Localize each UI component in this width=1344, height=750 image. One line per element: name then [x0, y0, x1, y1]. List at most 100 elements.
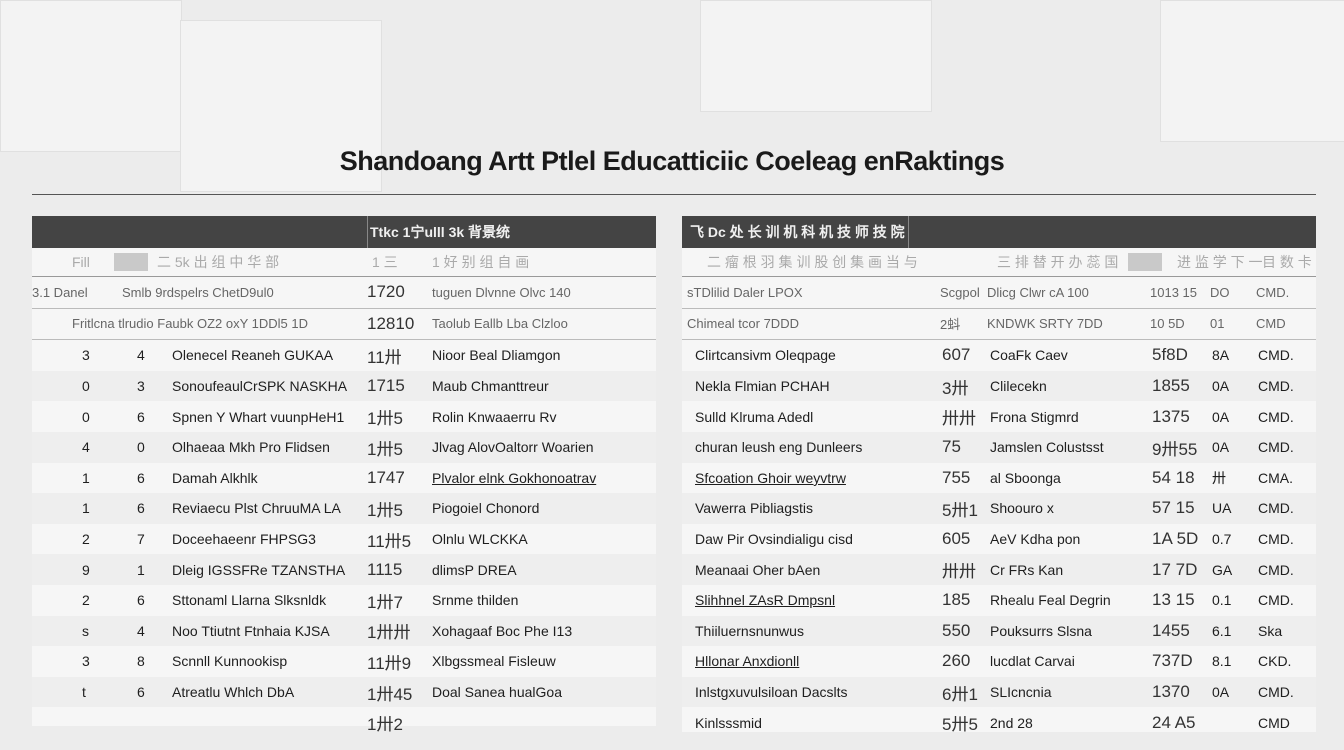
score-cell: 17 7D	[1152, 559, 1198, 579]
code-cell: 75	[942, 437, 961, 457]
number-cell: 6	[137, 684, 145, 701]
rank-cell: 3	[82, 347, 90, 364]
code-cell: 2蚪	[940, 317, 961, 333]
subheader-label: 进 监 学 下 一	[1177, 254, 1263, 270]
school-name: Olenecel Reaneh GUKAA	[172, 347, 334, 364]
school-name: Inlstgxuvulsiloan Dacslts	[695, 684, 848, 701]
major-name: Srnme thilden	[432, 592, 519, 609]
table-row[interactable]: Kinlsssmid 5卅5 2nd 28 24 A5 CMD	[682, 707, 1316, 738]
table-row[interactable]: 4 0 Olhaeaa Mkh Pro Flidsen 1卅5 Jlvag AlovOa…	[32, 431, 656, 463]
table-row[interactable]: 1 6 Damah Alkhlk 1747 Plvalor elnk Gokhonoat…	[32, 463, 656, 494]
table-row[interactable]: Inlstgxuvulsiloan Dacslts 6卅1 SLIcncnia 137…	[682, 676, 1316, 708]
table-row[interactable]: s 4 Noo Ttiutnt Ftnhaia KJSA 1卅卅 Xohagaaf Bo…	[32, 615, 656, 647]
major-name: SLIcncnia	[990, 684, 1052, 701]
school-name: Chimeal tcor 7DDD	[687, 316, 799, 332]
subheader-label: 二 瘤 根 羽 集 训 股 创 集 画 当 与	[707, 254, 918, 270]
major-name: dlimsP DREA	[432, 561, 517, 578]
table-row[interactable]: 3 4 Olenecel Reaneh GUKAA 11卅 Nioor Beal Dli…	[32, 340, 656, 371]
table-row[interactable]: 0 6 Spnen Y Whart vuunpHeH1 1卅5 Rolin Knwaae…	[32, 401, 656, 432]
table-row[interactable]: Sulld Klruma Adedl 卅卅 Frona Stigmrd 1375 0A C…	[682, 401, 1316, 432]
table-row[interactable]: 0 3 SonoufeaulCrSPK NASKHA 1715 Maub Chmantt…	[32, 370, 656, 402]
left-ranking-table: Ttkc 1宁ulll 3k 背景统 Fill 二 5k 出 组 中 华 部 1…	[32, 216, 656, 734]
table-row[interactable]: 2 7 Doceehaeenr FHPSG3 11卅5 Olnlu WLCKKA	[32, 524, 656, 555]
header-label: Ttkc 1宁ulll 3k 背景统	[370, 224, 511, 240]
major-name: Pouksurrs Slsna	[990, 622, 1092, 639]
grade-cell: GA	[1212, 561, 1233, 578]
code-cell: Scgpol	[940, 284, 980, 300]
school-name: Reviaecu Plst ChruuMA LA	[172, 500, 341, 517]
table-row[interactable]: Thiiluernsnunwus 550 Pouksurrs Slsna 1455 6.…	[682, 615, 1316, 647]
table-subheader: 二 瘤 根 羽 集 训 股 创 集 画 当 与 三 排 替 开 办 蕊 国 进 …	[682, 248, 1316, 277]
table-row[interactable]: Clirtcansivm Oleqpage 607 CoaFk Caev 5f8D 8A…	[682, 340, 1316, 371]
score-cell: 1370	[1152, 682, 1190, 702]
score-cell: 5f8D	[1152, 345, 1188, 365]
grade-cell: 6.1	[1212, 622, 1232, 639]
major-name: AeV Kdha pon	[990, 531, 1081, 548]
code-cell: 卅卅	[942, 409, 976, 429]
score-cell: 1013 15	[1150, 284, 1197, 300]
table-row[interactable]: Vawerra Pibliagstis 5卅1 Shoouro x 57 15 UA CM…	[682, 493, 1316, 524]
score-cell: 11卅	[367, 347, 402, 367]
table-row[interactable]: Nekla Flmian PCHAH 3卅 Clilecekn 1855 0A CMD.	[682, 370, 1316, 402]
grade-cell: 卅	[1212, 469, 1226, 486]
number-cell: 6	[137, 469, 145, 486]
table-row[interactable]: 1卅2	[32, 707, 656, 738]
tag-cell: CMD.	[1258, 408, 1294, 425]
score-cell: 13 15	[1152, 590, 1195, 610]
school-name: sTDlilid Daler LPOX	[687, 284, 803, 300]
rank-cell: s	[82, 622, 89, 639]
score-cell: 1卅45	[367, 684, 413, 704]
table-row[interactable]: 2 6 Sttonaml Llarna Slksnldk 1卅7 Srnme thild…	[32, 585, 656, 616]
major-name: Xohagaaf Boc Phe I13	[432, 622, 573, 639]
rank-cell: 2	[82, 592, 90, 609]
table-row[interactable]: 9 1 Dleig IGSSFRe TZANSTHA 1115 dlimsP DREA	[32, 554, 656, 585]
tag-cell: CKD.	[1258, 653, 1292, 670]
table-row[interactable]: Fritlcna tlrudio Faubk OZ2 oxY 1DDl5 1D 1…	[32, 309, 656, 341]
subheader-label: 三 排 替 开 办 蕊 国	[997, 254, 1119, 270]
table-row[interactable]: t 6 Atreatlu Whlch DbA 1卅45 Doal Sanea hualG…	[32, 676, 656, 708]
school-name: Slihhnel ZAsR Dmpsnl	[695, 592, 836, 609]
code-cell: 607	[942, 345, 971, 365]
school-name: Dleig IGSSFRe TZANSTHA	[172, 561, 346, 578]
school-name: Kinlsssmid	[695, 714, 762, 731]
score-cell: 1卅卅	[367, 623, 411, 643]
table-header: Ttkc 1宁ulll 3k 背景统	[32, 216, 656, 248]
score-cell: 1A 5D	[1152, 529, 1199, 549]
page-title: Shandoang Artt Ptlel Educatticiic Coelea…	[339, 146, 1005, 176]
table-row[interactable]: Sfcoation Ghoir weyvtrw 755 al Sboonga 54 1…	[682, 463, 1316, 494]
major-name: KNDWK SRTY 7DD	[987, 316, 1103, 332]
code-cell: 6卅1	[942, 684, 978, 704]
tag-cell: CMD.	[1258, 561, 1294, 578]
number-cell: 7	[137, 531, 145, 548]
school-name: Vawerra Pibliagstis	[695, 500, 814, 517]
table-row[interactable]: 1 6 Reviaecu Plst ChruuMA LA 1卅5 Piogoiel Ch…	[32, 493, 656, 524]
table-row[interactable]: 3 8 Scnnll Kunnookisp 11卅9 Xlbgssmeal Fisleu…	[32, 646, 656, 677]
table-row[interactable]: Daw Pir Ovsindialigu cisd 605 AeV Kdha pon…	[682, 524, 1316, 555]
major-name: Dlicg Clwr cA 100	[987, 284, 1089, 300]
score-cell: 11卅9	[367, 653, 412, 673]
score-cell: 1卅5	[367, 409, 403, 429]
table-row[interactable]: 3.1 Danel Smlb 9rdspelrs ChetD9ul0 1720 tug…	[32, 277, 656, 309]
major-name: Cr FRs Kan	[990, 561, 1064, 578]
rank-cell: 3.1 Danel	[32, 284, 88, 300]
school-name: SonoufeaulCrSPK NASKHA	[172, 378, 348, 395]
number-cell: 4	[137, 347, 145, 364]
table-row[interactable]: Hllonar Anxdionll 260 lucdlat Carvai 737D 8.…	[682, 646, 1316, 677]
major-name: Rolin Knwaaerru Rv	[432, 408, 557, 425]
table-row[interactable]: Slihhnel ZAsR Dmpsnl 185 Rhealu Feal Degri…	[682, 585, 1316, 616]
grade-cell: DO	[1210, 284, 1230, 300]
grade-cell: 0A	[1212, 408, 1230, 425]
table-row[interactable]: churan leush eng Dunleers 75 Jamslen Colus…	[682, 431, 1316, 463]
code-cell: 185	[942, 590, 971, 610]
score-cell: 11卅5	[367, 531, 412, 551]
tag-cell: CMD.	[1258, 684, 1294, 701]
score-cell: 1卅2	[367, 715, 403, 735]
header-label: 飞 Dc 处 长 训 机 科 机 技 师 技 院	[690, 224, 905, 240]
table-row[interactable]: Meanaai Oher bAen 卅卅 Cr FRs Kan 17 7D GA CMD.	[682, 554, 1316, 585]
school-name: Smlb 9rdspelrs ChetD9ul0	[122, 284, 274, 300]
table-row[interactable]: sTDlilid Daler LPOX Scgpol Dlicg Clwr cA 1…	[682, 277, 1316, 309]
code-cell: 3卅	[942, 378, 969, 398]
score-cell: 1855	[1152, 376, 1190, 396]
code-cell: 5卅1	[942, 500, 978, 520]
table-row[interactable]: Chimeal tcor 7DDD 2蚪 KNDWK SRTY 7DD 10 5D 01…	[682, 309, 1316, 341]
